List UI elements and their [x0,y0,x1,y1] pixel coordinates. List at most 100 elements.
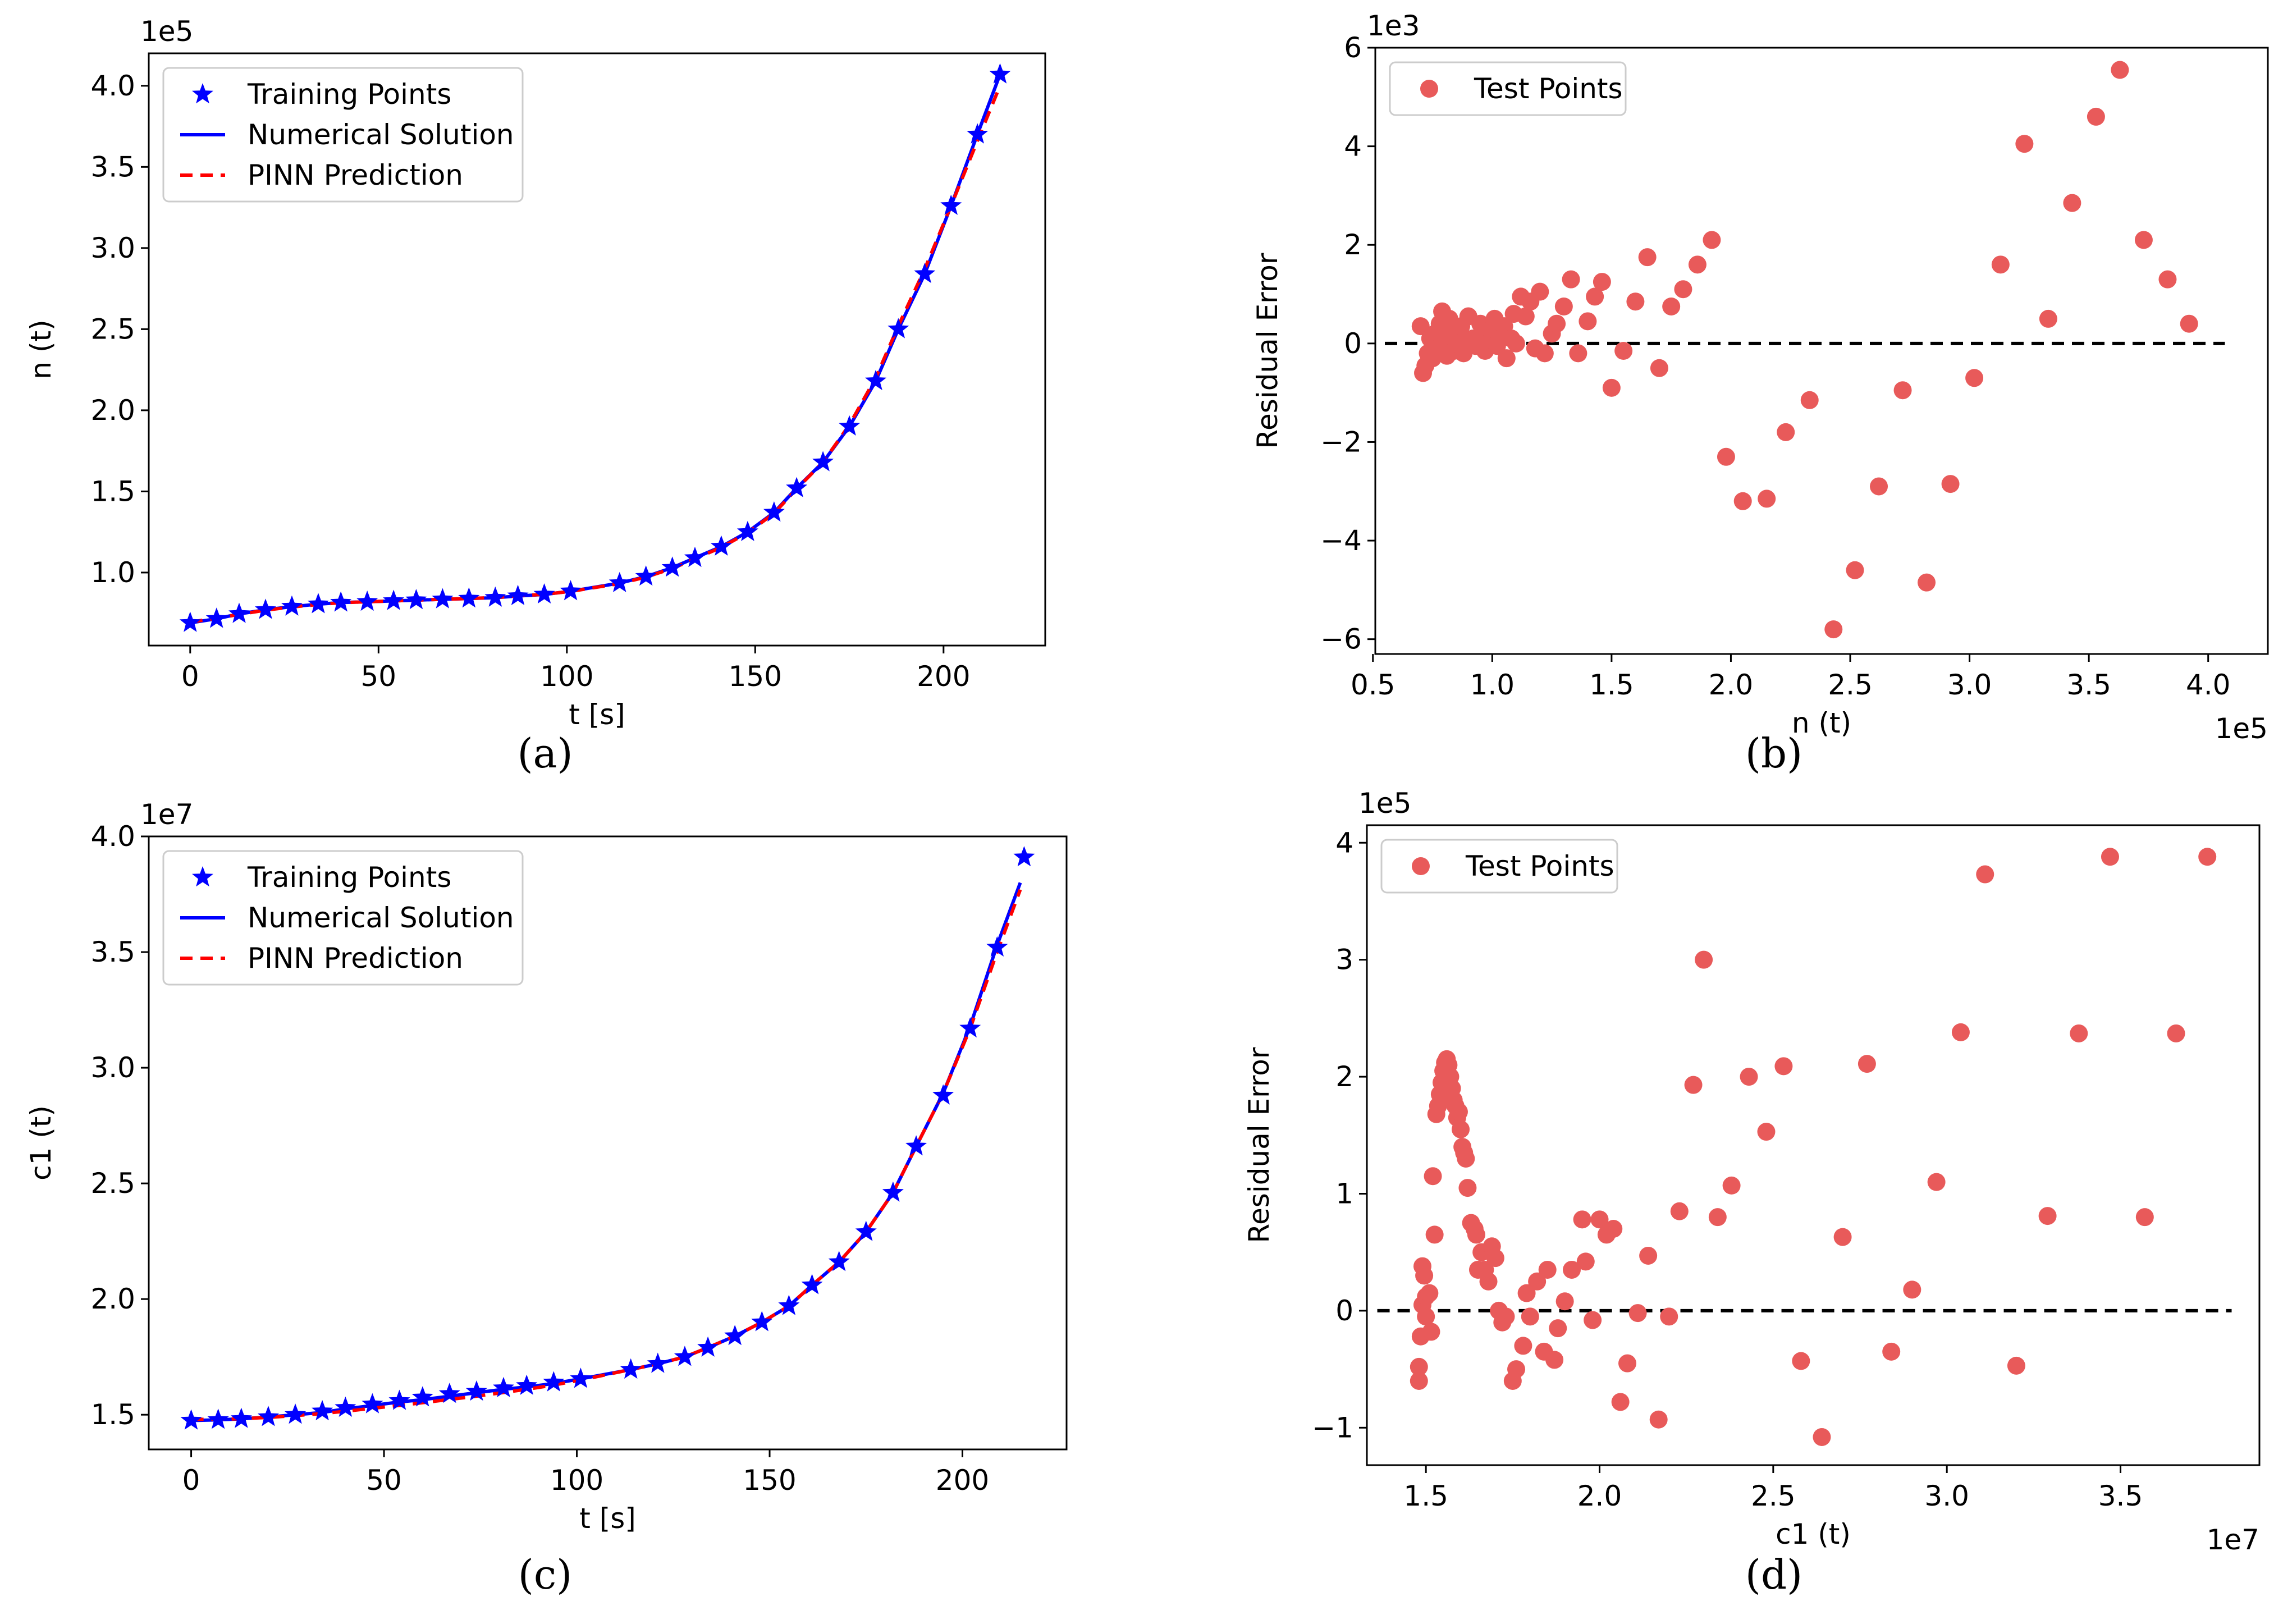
training-point [484,586,506,607]
plot-area [1385,61,2225,639]
test-point [1639,1246,1658,1265]
test-point [1514,1337,1532,1355]
test-point [1584,1311,1602,1329]
y-tick-label: 2.5 [90,313,135,345]
legend: Training Points Numerical Solution PINN Pr… [162,850,524,986]
x-axis-label: t [s] [569,698,625,731]
training-point [839,415,861,436]
training-point [786,477,808,497]
training-point [458,587,480,608]
legend-label: Training Points [247,861,451,894]
training-point [812,451,834,472]
training-point [986,936,1008,957]
training-point [989,63,1011,84]
test-point [1479,1272,1498,1291]
test-point [1626,292,1645,311]
test-point [1507,1360,1526,1379]
test-point [2167,1024,2185,1042]
test-point [1555,1292,1574,1311]
test-point [1602,378,1621,397]
y-tick-label: 0 [1335,1294,1353,1327]
y-tick-label: 4 [1344,130,1362,163]
y-tick-label: 3 [1335,944,1353,976]
training-point [207,1408,229,1429]
training-point [801,1274,823,1294]
test-point [1650,359,1668,377]
training-point [405,589,427,610]
panel-label: (c) [518,1551,573,1598]
test-point [1538,1260,1557,1279]
training-point [383,589,405,610]
legend: Test Points [1389,61,1627,116]
test-point [1708,1208,1727,1227]
x-tick-label: 0 [181,660,199,693]
x-offset-text: 1e5 [2215,712,2268,745]
test-point [2180,314,2198,333]
test-point [1411,317,1430,336]
training-point [493,1376,514,1397]
x-tick-label: 2.5 [1828,669,1873,701]
training-point [828,1251,850,1271]
test-point [1638,248,1657,267]
training-point [228,602,250,623]
plot-area [1377,848,2232,1446]
x-tick-label: 2.5 [1751,1480,1796,1512]
training-point [959,1017,981,1038]
test-point [1528,1272,1547,1291]
training-point [697,1336,719,1357]
y-tick-label: 1.5 [90,1398,135,1431]
test-point [1757,1123,1776,1141]
test-point [1870,477,1888,496]
test-point [1893,381,1912,400]
y-tick-label: 2 [1344,228,1362,261]
test-point [2198,848,2217,866]
y-offset-text: 1e5 [140,15,193,48]
y-tick-label: 1 [1335,1177,1353,1210]
x-tick-label: 100 [540,660,593,693]
x-tick-label: 1.5 [1403,1480,1448,1512]
test-point [1604,1220,1623,1238]
test-point [1618,1354,1637,1373]
test-point [1792,1352,1810,1370]
y-tick-label: 3.0 [90,1051,135,1084]
test-point [2015,135,2034,153]
test-point [1415,1266,1434,1285]
x-tick-label: 50 [361,660,397,693]
test-point [1579,312,1597,331]
test-point [1549,1319,1567,1338]
training-point [914,263,936,283]
training-point [438,1383,460,1403]
training-point [362,1393,383,1413]
training-point [180,1409,202,1430]
y-tick-label: 3.0 [90,232,135,264]
training-point [736,520,758,541]
y-tick-label: −1 [1312,1411,1353,1444]
test-point [1833,1228,1852,1246]
y-tick-label: 4.0 [90,70,135,102]
legend-frame [162,67,524,203]
training-point [255,598,276,619]
training-point [533,583,555,604]
training-point [307,593,329,614]
plot-frame [148,835,1068,1451]
x-tick-label: 200 [917,660,970,693]
test-point [1662,297,1681,315]
test-point [1497,349,1516,368]
training-point [609,571,630,592]
legend-label: Numerical Solution [248,118,514,151]
test-point [1941,475,1960,493]
training-point [281,595,303,616]
x-axis-label: n (t) [1792,707,1851,739]
test-point [1521,1307,1539,1326]
training-point [940,194,962,215]
training-point [330,591,352,612]
y-tick-label: −4 [1320,524,1362,557]
training-point [887,318,909,338]
y-axis-label: Residual Error [1243,1047,1275,1243]
training-point [257,1406,279,1426]
test-point [1545,1351,1564,1369]
test-point [1927,1173,1946,1191]
training-point [205,607,227,628]
training-point [684,546,706,568]
y-tick-label: 6 [1344,31,1362,64]
